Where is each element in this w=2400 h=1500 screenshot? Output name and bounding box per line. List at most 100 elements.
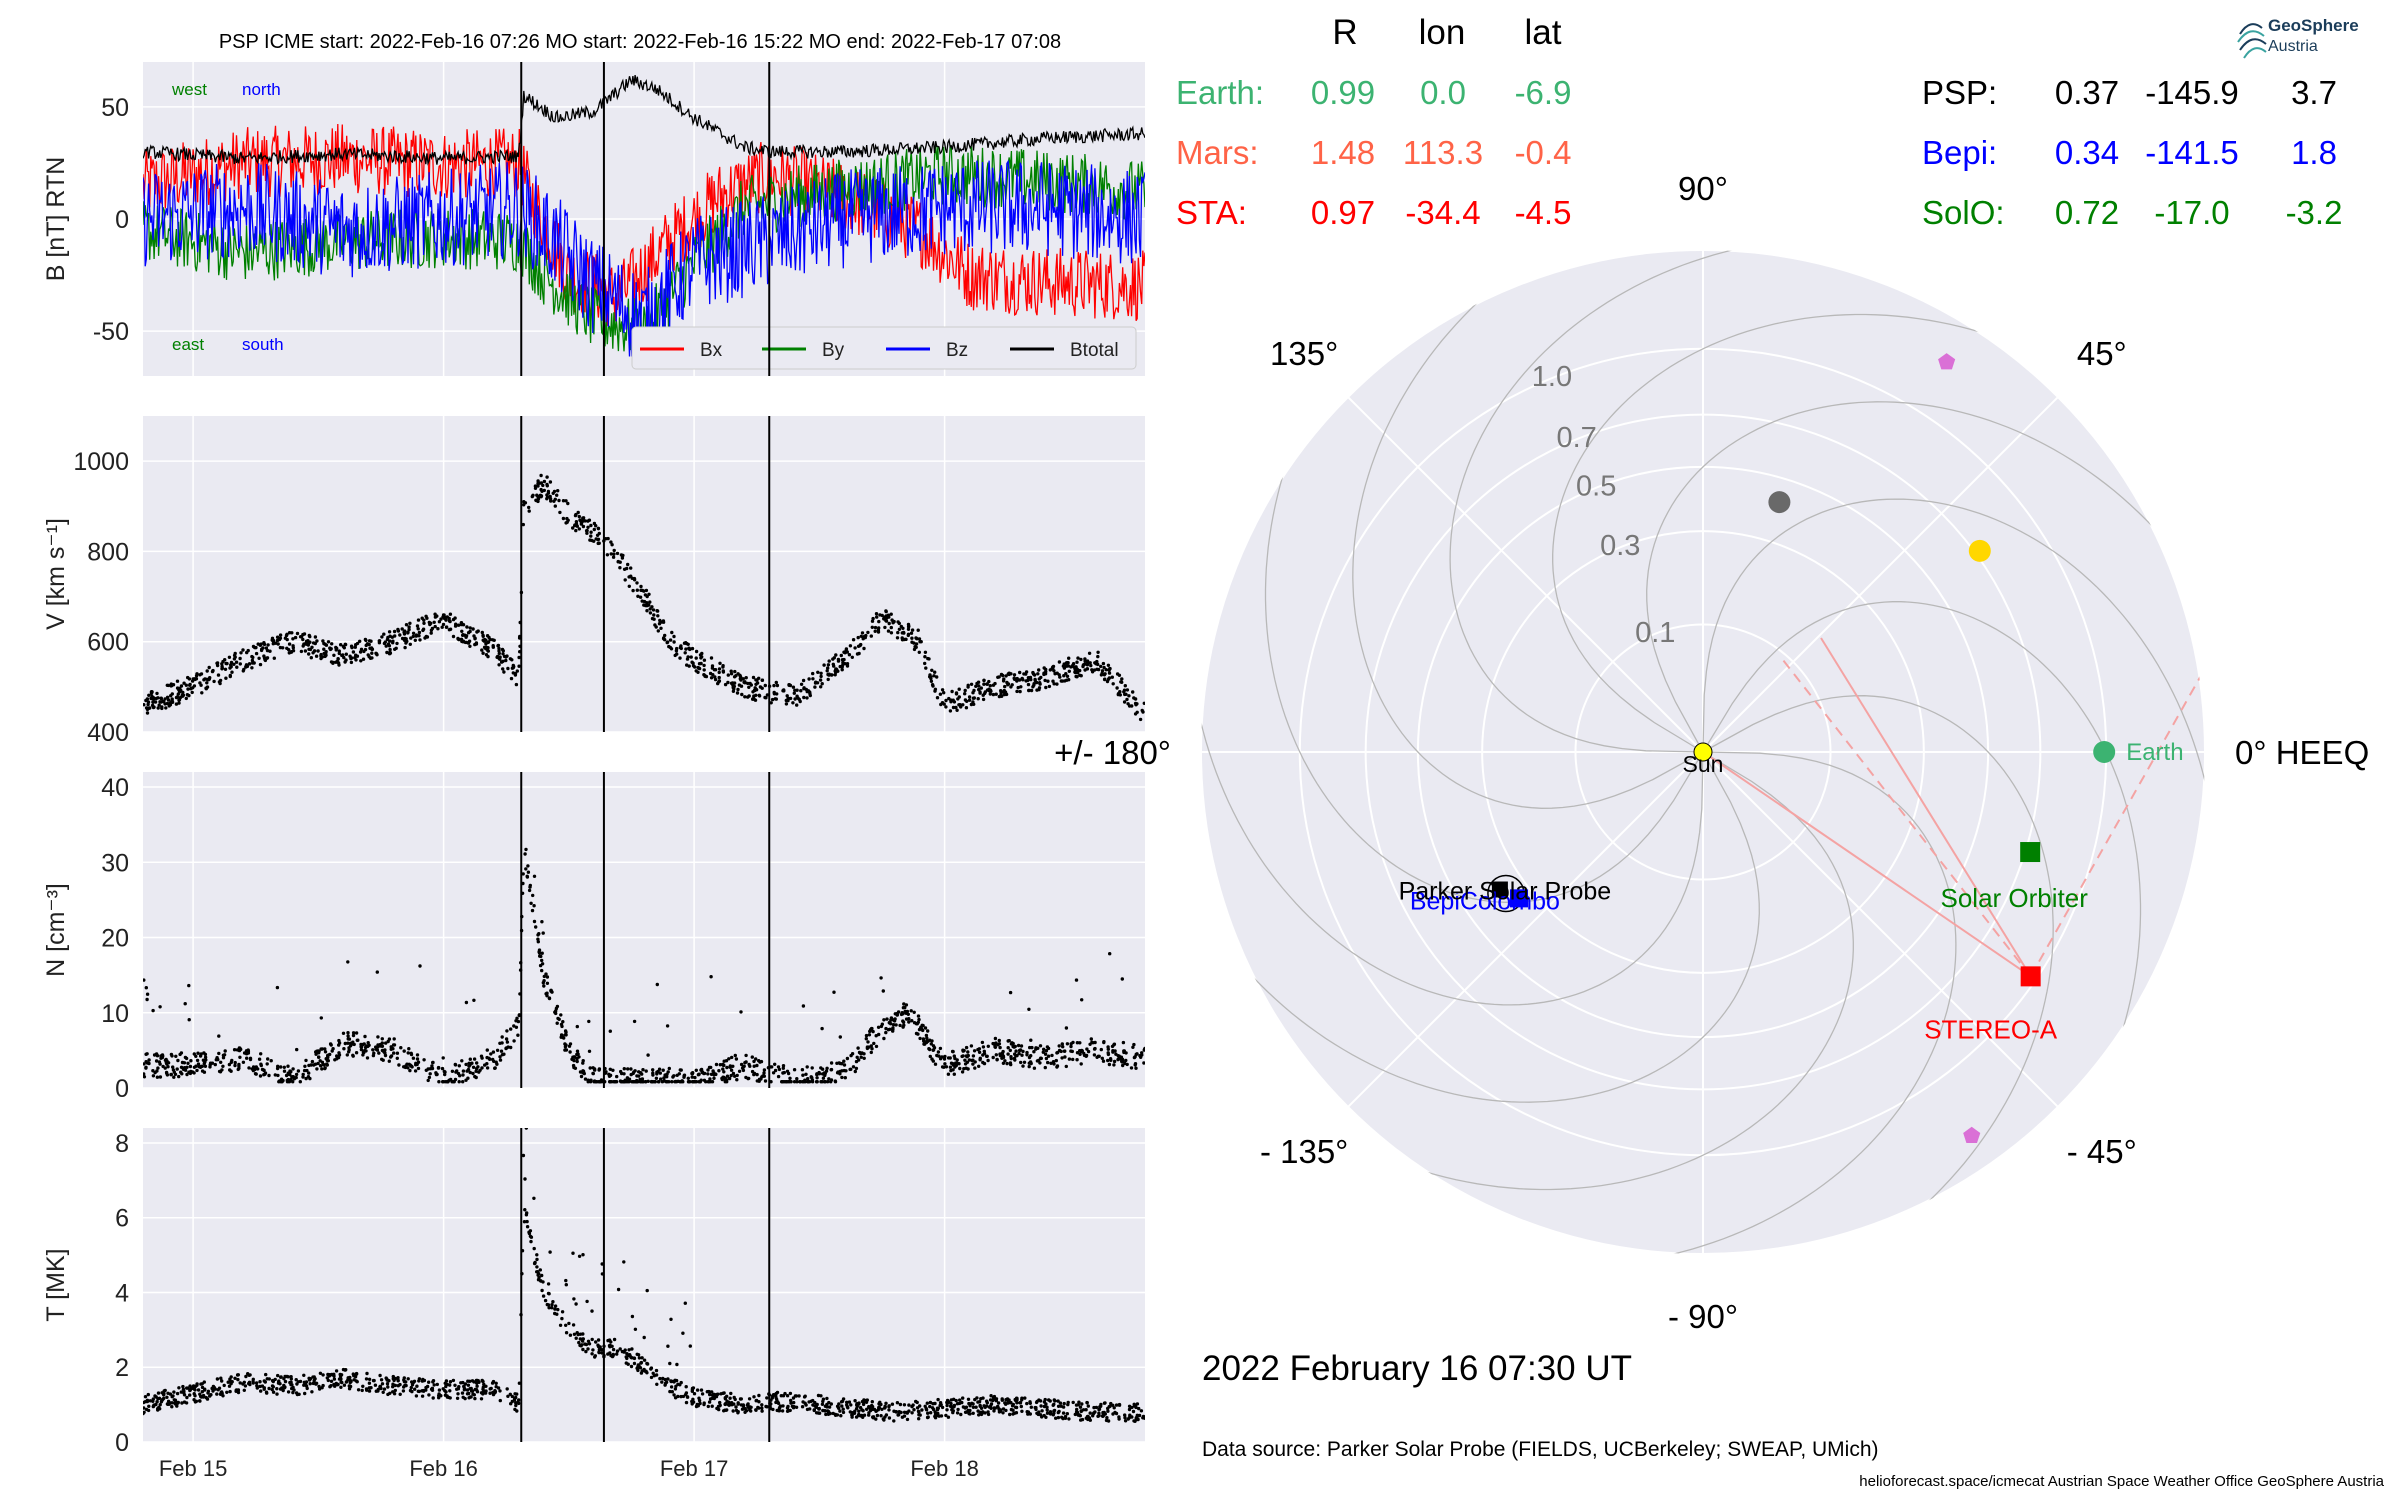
data-point — [498, 1055, 502, 1059]
data-point — [820, 682, 824, 686]
data-point — [177, 1074, 181, 1079]
data-point — [718, 1403, 722, 1408]
data-point — [555, 1004, 560, 1009]
data-point — [151, 1399, 155, 1404]
data-point — [1102, 1040, 1106, 1044]
data-point — [917, 650, 921, 654]
data-point — [922, 1042, 926, 1046]
data-point — [635, 1080, 640, 1084]
data-point — [882, 1018, 886, 1022]
data-point — [931, 1048, 936, 1052]
data-point — [792, 691, 796, 695]
data-point — [974, 1405, 978, 1409]
data-point — [546, 491, 551, 495]
data-point — [786, 698, 790, 703]
data-point — [993, 1041, 998, 1046]
data-point — [637, 1074, 641, 1078]
data-point — [153, 700, 158, 704]
data-point — [472, 1380, 476, 1384]
data-point — [1001, 690, 1006, 694]
data-point — [188, 1393, 192, 1397]
data-point — [234, 660, 239, 664]
data-point — [813, 685, 817, 689]
data-point — [309, 656, 313, 660]
data-point — [579, 521, 584, 526]
data-point — [884, 1030, 888, 1035]
data-point — [259, 1063, 263, 1068]
y-axis-label: N [cm⁻³] — [42, 883, 70, 977]
data-point — [989, 1404, 993, 1408]
data-point — [435, 1382, 439, 1387]
data-point — [682, 1073, 687, 1077]
data-point — [1102, 665, 1106, 670]
annotation-west: west — [171, 80, 207, 99]
data-point — [523, 1177, 527, 1181]
data-point — [363, 1034, 367, 1039]
data-point — [1031, 672, 1036, 676]
data-point — [1012, 677, 1017, 681]
data-point — [945, 1408, 949, 1412]
data-point — [1046, 679, 1050, 683]
data-point — [513, 1396, 517, 1401]
data-point — [972, 1049, 977, 1053]
data-point — [1139, 1409, 1144, 1413]
data-point — [1006, 672, 1010, 676]
radial-tick-label: 0.5 — [1576, 471, 1616, 503]
data-point — [964, 1066, 968, 1070]
data-point — [1057, 1044, 1061, 1048]
data-point — [723, 682, 728, 687]
data-point — [702, 663, 706, 668]
data-point — [143, 1406, 146, 1410]
data-point — [168, 703, 173, 707]
data-point — [207, 665, 211, 670]
data-point — [1105, 679, 1110, 684]
data-point — [950, 1049, 955, 1054]
data-point — [1001, 1054, 1006, 1058]
data-point — [235, 665, 239, 669]
data-point — [257, 656, 261, 660]
data-point — [747, 1062, 751, 1067]
data-point — [236, 1390, 241, 1395]
data-point — [889, 1022, 893, 1026]
data-point — [963, 688, 967, 693]
data-point — [802, 695, 806, 700]
data-point — [233, 1376, 237, 1381]
data-point — [760, 1409, 764, 1413]
data-point — [1001, 1411, 1005, 1415]
table-row-lon: -141.5 — [2145, 134, 2239, 171]
data-point — [540, 962, 545, 966]
data-point — [665, 1072, 669, 1076]
data-point — [857, 1402, 861, 1406]
data-point — [644, 1069, 648, 1073]
data-point — [165, 1071, 169, 1076]
data-point — [859, 634, 863, 638]
data-point — [1142, 1047, 1145, 1051]
data-point — [906, 1012, 910, 1016]
data-point — [1117, 673, 1122, 677]
data-point — [169, 1072, 173, 1077]
data-point — [279, 1375, 283, 1379]
data-point — [475, 1378, 479, 1383]
data-point — [752, 1064, 756, 1068]
data-point — [346, 1041, 350, 1045]
data-point — [436, 627, 440, 631]
data-point — [373, 1383, 378, 1387]
data-point — [615, 551, 620, 556]
table-row-r: 0.72 — [2055, 194, 2119, 231]
data-point — [540, 1273, 544, 1278]
data-point — [238, 1055, 242, 1060]
data-point — [587, 1342, 592, 1346]
data-point — [1022, 672, 1026, 676]
data-point — [1092, 1053, 1097, 1057]
pentagon-marker — [1938, 353, 1956, 370]
data-point — [281, 1388, 285, 1393]
data-point — [674, 649, 679, 653]
data-point — [524, 1128, 528, 1130]
data-point — [344, 1368, 348, 1372]
data-point — [657, 1080, 661, 1084]
data-point — [485, 1066, 490, 1070]
data-point — [815, 1076, 819, 1080]
data-point — [963, 692, 967, 696]
data-point — [486, 640, 491, 644]
data-point — [874, 1417, 878, 1421]
